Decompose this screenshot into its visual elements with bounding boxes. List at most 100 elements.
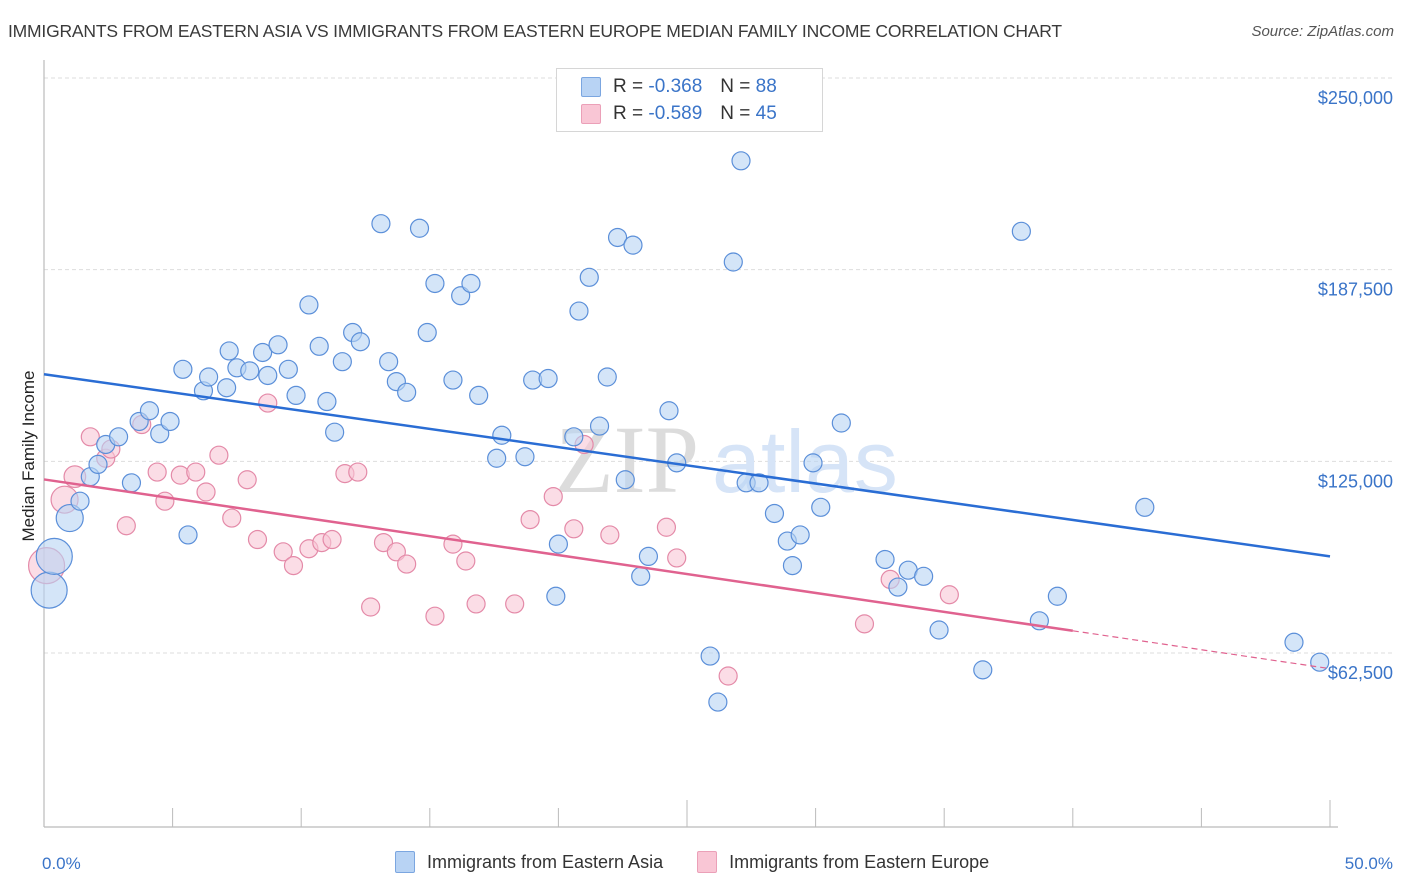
data-point-eastern-asia — [397, 382, 417, 402]
data-point-eastern-asia — [515, 447, 535, 467]
data-point-eastern-asia — [30, 571, 68, 609]
legend-r-label: R = — [613, 76, 644, 97]
data-point-eastern-asia — [731, 151, 751, 171]
data-point-eastern-asia — [790, 525, 810, 545]
legend-swatch-eastern-asia — [581, 77, 601, 97]
data-point-eastern-asia — [546, 586, 566, 606]
trend-line-eastern-asia — [43, 373, 1331, 558]
data-point-eastern-asia — [888, 577, 908, 597]
chart-title: IMMIGRANTS FROM EASTERN ASIA VS IMMIGRAN… — [8, 21, 1062, 41]
data-point-eastern-asia — [350, 332, 370, 352]
data-point-eastern-asia — [240, 361, 260, 381]
data-point-eastern-europe — [209, 445, 229, 465]
data-point-eastern-asia — [1135, 497, 1155, 517]
y-axis-label: Median Family Income — [19, 370, 38, 541]
data-point-eastern-asia — [723, 252, 743, 272]
legend-item-eastern-asia[interactable]: Immigrants from Eastern Asia — [395, 851, 663, 873]
correlation-legend: R = -0.368 N = 88 R = -0.589 N = 45 — [556, 68, 823, 132]
legend-n-value: 88 — [755, 76, 777, 97]
data-point-eastern-asia — [70, 491, 90, 511]
data-point-eastern-asia — [597, 367, 617, 387]
data-point-eastern-asia — [286, 385, 306, 405]
data-point-eastern-asia — [443, 370, 463, 390]
data-point-eastern-asia — [219, 341, 239, 361]
data-point-eastern-europe — [564, 519, 584, 539]
data-point-eastern-asia — [1047, 586, 1067, 606]
data-point-eastern-europe — [505, 594, 525, 614]
data-point-eastern-asia — [803, 453, 823, 473]
data-point-eastern-asia — [782, 555, 803, 576]
data-point-eastern-europe — [196, 482, 216, 502]
data-point-eastern-asia — [451, 286, 471, 306]
data-point-eastern-europe — [718, 666, 738, 686]
data-point-eastern-europe — [237, 470, 257, 490]
data-point-eastern-asia — [253, 342, 273, 363]
data-point-eastern-europe — [348, 462, 368, 482]
x-tick-label: 50.0% — [1345, 854, 1393, 873]
source-label: Source: ZipAtlas.com — [1251, 23, 1394, 40]
data-point-eastern-europe — [283, 555, 304, 576]
data-point-eastern-europe — [155, 491, 175, 511]
data-point-eastern-europe — [386, 542, 406, 562]
data-point-eastern-asia — [538, 368, 558, 389]
data-point-eastern-asia — [973, 660, 993, 680]
data-point-eastern-asia — [623, 235, 643, 255]
data-point-eastern-asia — [178, 525, 198, 545]
data-point-eastern-asia — [88, 454, 108, 474]
data-point-eastern-asia — [299, 295, 319, 315]
legend-n-label: N = — [720, 103, 751, 124]
data-point-eastern-asia — [831, 413, 851, 433]
series-eastern-asia — [30, 151, 1330, 712]
data-point-eastern-asia — [1284, 632, 1304, 652]
data-point-eastern-asia — [121, 473, 142, 493]
y-tick-label: $187,500 — [1318, 280, 1393, 300]
data-point-eastern-asia — [708, 692, 728, 712]
data-point-eastern-asia — [929, 620, 949, 640]
data-point-eastern-europe — [80, 427, 100, 447]
data-point-eastern-asia — [631, 566, 651, 586]
data-point-eastern-asia — [564, 427, 584, 447]
data-point-eastern-asia — [108, 427, 129, 447]
data-point-eastern-asia — [139, 401, 160, 421]
data-point-eastern-asia — [615, 470, 635, 490]
legend-n-label: N = — [720, 76, 751, 97]
legend-swatch-eastern-asia — [395, 851, 415, 873]
data-point-eastern-asia — [150, 424, 170, 444]
data-point-eastern-asia — [417, 322, 437, 343]
x-tick-label: 0.0% — [42, 854, 81, 873]
data-point-eastern-asia — [217, 378, 237, 398]
data-point-eastern-europe — [854, 614, 875, 634]
data-point-eastern-asia — [811, 497, 831, 517]
data-point-eastern-europe — [397, 554, 417, 574]
data-point-eastern-europe — [186, 462, 206, 482]
data-point-eastern-asia — [55, 503, 84, 533]
series-legend: Immigrants from Eastern Asia Immigrants … — [395, 851, 1023, 873]
data-point-eastern-europe — [520, 509, 540, 530]
data-point-eastern-asia — [461, 273, 481, 294]
legend-r-value: -0.368 — [648, 76, 703, 97]
data-point-eastern-asia — [764, 503, 785, 524]
data-point-eastern-europe — [425, 606, 445, 626]
data-point-eastern-asia — [160, 411, 180, 432]
legend-swatch-eastern-europe — [697, 851, 718, 873]
data-point-eastern-asia — [548, 534, 569, 554]
data-point-eastern-europe — [600, 525, 620, 545]
data-point-eastern-asia — [487, 448, 507, 468]
data-point-eastern-asia — [379, 352, 399, 372]
y-tick-label: $125,000 — [1318, 471, 1393, 491]
data-point-eastern-europe — [116, 516, 136, 536]
legend-n-value: 45 — [755, 103, 777, 124]
data-point-eastern-asia — [325, 422, 345, 442]
data-point-eastern-asia — [638, 546, 659, 567]
data-point-eastern-asia — [659, 401, 679, 421]
data-point-eastern-europe — [361, 597, 381, 617]
data-point-eastern-asia — [1011, 221, 1031, 241]
data-point-eastern-europe — [466, 594, 486, 614]
data-point-eastern-asia — [875, 549, 895, 570]
legend-label-eastern-europe: Immigrants from Eastern Europe — [729, 851, 990, 872]
legend-row-eastern-europe: R = -0.589 N = 45 — [581, 101, 777, 127]
data-point-eastern-europe — [258, 393, 278, 413]
data-point-eastern-asia — [700, 646, 720, 666]
legend-item-eastern-europe[interactable]: Immigrants from Eastern Europe — [697, 851, 989, 873]
